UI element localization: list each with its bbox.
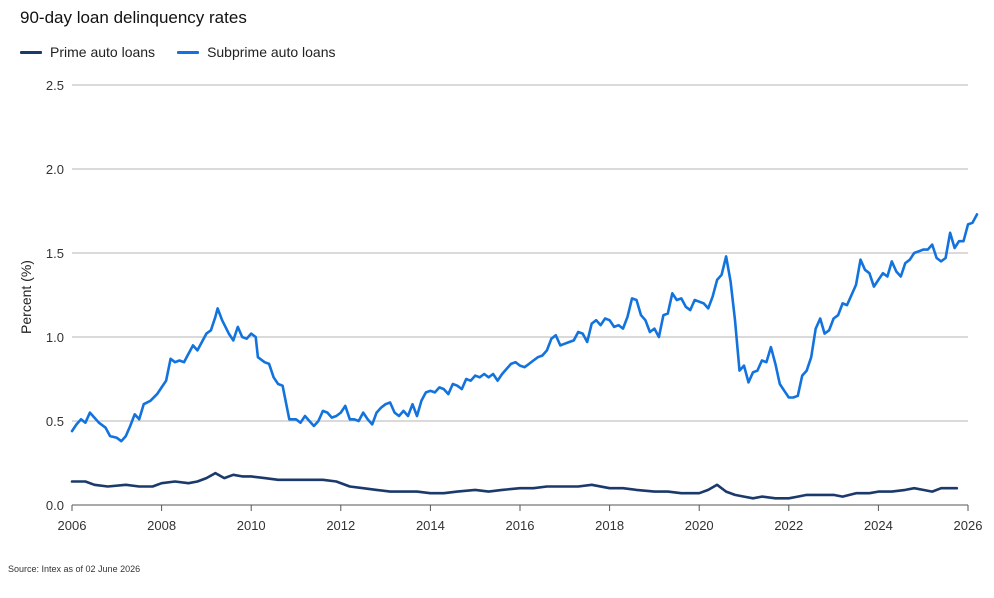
y-tick-label: 1.5 [46, 246, 64, 261]
prime-auto-loans-line [70, 471, 959, 500]
x-tick-label: 2010 [237, 518, 266, 533]
legend-label-subprime: Subprime auto loans [207, 44, 336, 60]
x-tick-label: 2016 [506, 518, 535, 533]
subprime-auto-loans-line [70, 213, 979, 443]
x-tick-label: 2022 [774, 518, 803, 533]
legend-item-prime[interactable]: Prime auto loans [20, 44, 155, 60]
y-tick-label: 1.0 [46, 330, 64, 345]
y-tick-label: 0.5 [46, 414, 64, 429]
x-tick-label: 2018 [595, 518, 624, 533]
y-tick-label: 2.5 [46, 78, 64, 93]
chart-legend: Prime auto loans Subprime auto loans [20, 44, 357, 60]
chart-title: 90-day loan delinquency rates [20, 8, 247, 27]
source-note: Source: Intex as of 02 June 2026 [8, 564, 141, 574]
x-tick-label: 2006 [58, 518, 87, 533]
legend-swatch-prime [20, 50, 42, 54]
y-axis-ticks: 0.0 0.5 1.0 1.5 2.0 2.5 [46, 78, 64, 513]
x-tick-label: 2020 [685, 518, 714, 533]
x-tick-label: 2008 [147, 518, 176, 533]
legend-swatch-subprime [177, 50, 200, 54]
y-axis-label: Percent (%) [18, 260, 34, 334]
x-tick-label: 2012 [326, 518, 355, 533]
x-tick-label: 2024 [864, 518, 893, 533]
gridlines [72, 84, 968, 422]
y-tick-label: 2.0 [46, 162, 64, 177]
series-lines [70, 213, 979, 500]
x-tick-label: 2014 [416, 518, 445, 533]
y-tick-label: 0.0 [46, 498, 64, 513]
legend-label-prime: Prime auto loans [50, 44, 156, 60]
x-axis: 2006 2008 2010 2012 2014 2016 2018 2020 2022 2024… [58, 504, 983, 533]
legend-item-subprime[interactable]: Subprime auto loans [177, 44, 335, 60]
x-tick-label: 2026 [954, 518, 983, 533]
